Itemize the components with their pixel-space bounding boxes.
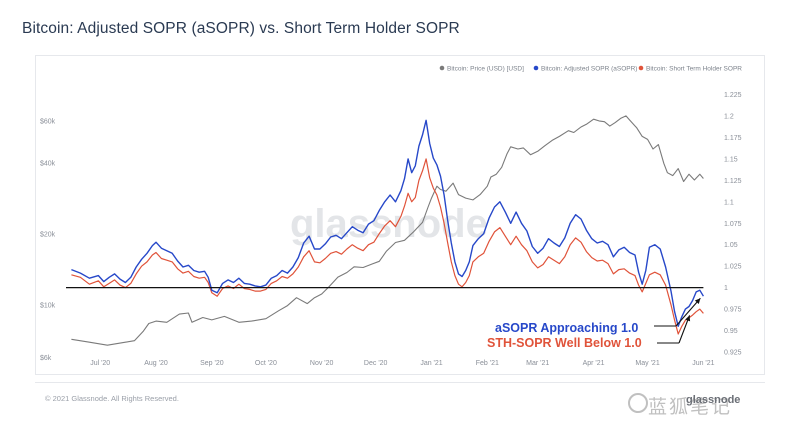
- y-right-tick-label: 0.925: [724, 349, 742, 356]
- annotation-label: aSOPR Approaching 1.0: [495, 321, 638, 335]
- chart-panel: glassnode $6k $10k $20k $40k $60k 0.925 0.95 0.…: [35, 55, 765, 375]
- x-tick-label: Feb '21: [476, 360, 499, 367]
- annotation-arrowhead: [694, 298, 701, 305]
- footer-glassnode-logo: glassnode: [686, 394, 741, 406]
- y-right-tick-label: 1.175: [724, 135, 742, 142]
- lines-layer: [66, 115, 705, 346]
- copyright-text: © 2021 Glassnode. All Rights Reserved.: [45, 394, 179, 403]
- legend-dot: [638, 65, 644, 71]
- x-tick-label: Nov '20: [310, 360, 334, 367]
- x-tick-label: Aug '20: [144, 360, 168, 367]
- axis-layer: $6k $10k $20k $40k $60k 0.925 0.95 0.975 1 1.025 1…: [40, 92, 742, 367]
- y-right-tick-label: 1.125: [724, 178, 742, 185]
- y-right-tick-label: 1.225: [724, 92, 742, 99]
- x-tick-label: Mar '21: [526, 360, 549, 367]
- watermark-text: 蓝狐笔记: [648, 396, 733, 418]
- y-right-tick-label: 1.05: [724, 242, 738, 249]
- y-right-tick-label: 1.075: [724, 221, 742, 228]
- legend: Bitcoin: Price (USD) [USD] Bitcoin: Adjus…: [439, 65, 742, 73]
- y-left-tick-label: $20k: [40, 231, 56, 238]
- legend-label: Bitcoin: Short Term Holder SOPR: [646, 66, 742, 73]
- x-tick-label: Sep '20: [200, 360, 224, 367]
- watermark-logo-icon: [628, 393, 648, 413]
- y-left-tick-label: $6k: [40, 355, 52, 362]
- annotation-arrowhead: [685, 315, 691, 322]
- y-left-tick-label: $60k: [40, 119, 56, 126]
- x-tick-label: Jul '20: [90, 360, 110, 367]
- asopr-line: [71, 119, 705, 327]
- chart-title: Bitcoin: Adjusted SOPR (aSOPR) vs. Short…: [22, 20, 460, 37]
- y-left-tick-label: $10k: [40, 303, 56, 310]
- y-right-tick-label: 1.1: [724, 199, 734, 206]
- footer-divider: [35, 382, 765, 383]
- x-tick-label: Oct '20: [255, 360, 277, 367]
- sth-sopr-line: [71, 158, 704, 335]
- y-right-tick-label: 1.2: [724, 114, 734, 121]
- y-right-tick-label: 0.95: [724, 328, 738, 335]
- legend-label: Bitcoin: Adjusted SOPR (aSOPR): [541, 66, 637, 73]
- y-right-tick-label: 1: [724, 285, 728, 292]
- y-right-tick-label: 1.15: [724, 156, 738, 163]
- y-left-tick-label: $40k: [40, 160, 56, 167]
- x-tick-label: Jun '21: [692, 360, 714, 367]
- price-line: [71, 115, 704, 346]
- legend-label: Bitcoin: Price (USD) [USD]: [447, 66, 524, 73]
- chart-svg: glassnode $6k $10k $20k $40k $60k 0.925 0.95 0.…: [40, 65, 742, 368]
- x-tick-label: May '21: [635, 360, 659, 367]
- annotation-arrow: [675, 297, 701, 327]
- y-right-tick-label: 0.975: [724, 307, 742, 314]
- x-tick-label: Dec '20: [364, 360, 388, 367]
- legend-dot: [533, 65, 539, 71]
- y-right-tick-label: 1.025: [724, 264, 742, 271]
- chart-watermark: glassnode: [290, 202, 488, 246]
- x-tick-label: Jan '21: [420, 360, 442, 367]
- annotation-label: STH-SOPR Well Below 1.0: [487, 336, 642, 350]
- x-tick-label: Apr '21: [583, 360, 605, 367]
- legend-dot: [439, 65, 445, 71]
